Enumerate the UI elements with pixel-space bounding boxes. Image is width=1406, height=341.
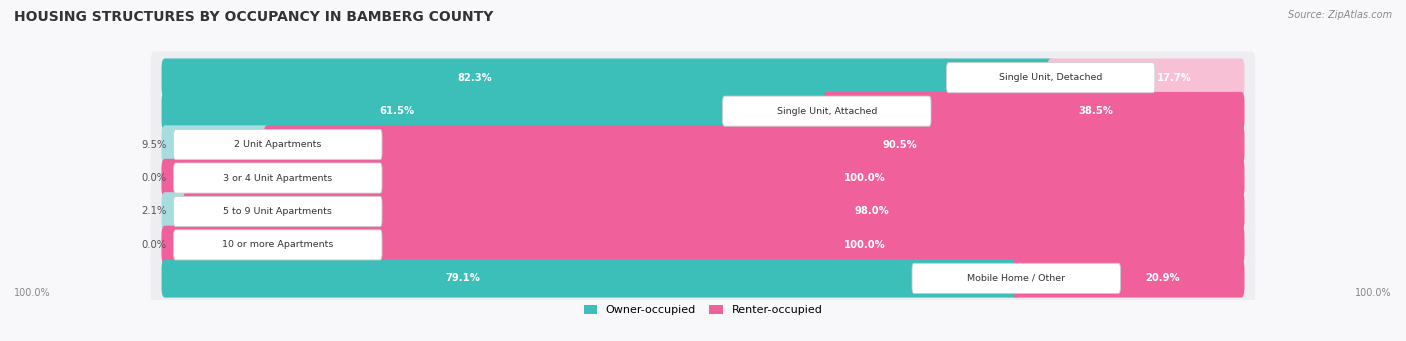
Text: 100.0%: 100.0% bbox=[844, 240, 886, 250]
FancyBboxPatch shape bbox=[150, 252, 1256, 305]
Text: 0.0%: 0.0% bbox=[142, 173, 167, 183]
Text: 100.0%: 100.0% bbox=[1355, 288, 1392, 298]
FancyBboxPatch shape bbox=[150, 51, 1256, 104]
Text: 10 or more Apartments: 10 or more Apartments bbox=[222, 240, 333, 249]
FancyBboxPatch shape bbox=[173, 163, 382, 193]
Text: 3 or 4 Unit Apartments: 3 or 4 Unit Apartments bbox=[224, 174, 332, 182]
FancyBboxPatch shape bbox=[150, 119, 1256, 170]
FancyBboxPatch shape bbox=[162, 192, 191, 231]
FancyBboxPatch shape bbox=[1012, 259, 1244, 298]
FancyBboxPatch shape bbox=[723, 96, 931, 126]
FancyBboxPatch shape bbox=[173, 130, 382, 160]
FancyBboxPatch shape bbox=[150, 152, 1256, 204]
Text: 17.7%: 17.7% bbox=[1157, 73, 1192, 83]
FancyBboxPatch shape bbox=[183, 192, 1244, 231]
Text: 38.5%: 38.5% bbox=[1078, 106, 1114, 116]
FancyBboxPatch shape bbox=[150, 85, 1256, 137]
Text: Single Unit, Detached: Single Unit, Detached bbox=[1000, 73, 1102, 82]
Text: 82.3%: 82.3% bbox=[457, 73, 492, 83]
Text: 9.5%: 9.5% bbox=[142, 139, 167, 150]
Text: 5 to 9 Unit Apartments: 5 to 9 Unit Apartments bbox=[224, 207, 332, 216]
FancyBboxPatch shape bbox=[162, 58, 1054, 97]
FancyBboxPatch shape bbox=[162, 125, 270, 164]
FancyBboxPatch shape bbox=[824, 92, 1244, 130]
Text: 2.1%: 2.1% bbox=[142, 206, 167, 217]
Legend: Owner-occupied, Renter-occupied: Owner-occupied, Renter-occupied bbox=[583, 305, 823, 315]
Text: Source: ZipAtlas.com: Source: ZipAtlas.com bbox=[1288, 10, 1392, 20]
FancyBboxPatch shape bbox=[1047, 58, 1244, 97]
Text: 100.0%: 100.0% bbox=[14, 288, 51, 298]
FancyBboxPatch shape bbox=[162, 92, 830, 130]
FancyBboxPatch shape bbox=[162, 159, 1244, 197]
FancyBboxPatch shape bbox=[162, 159, 187, 197]
FancyBboxPatch shape bbox=[162, 259, 1019, 298]
Text: HOUSING STRUCTURES BY OCCUPANCY IN BAMBERG COUNTY: HOUSING STRUCTURES BY OCCUPANCY IN BAMBE… bbox=[14, 10, 494, 24]
FancyBboxPatch shape bbox=[946, 63, 1154, 93]
Text: 90.5%: 90.5% bbox=[883, 139, 918, 150]
Text: 0.0%: 0.0% bbox=[142, 240, 167, 250]
Text: 100.0%: 100.0% bbox=[844, 173, 886, 183]
FancyBboxPatch shape bbox=[162, 226, 1244, 264]
Text: 98.0%: 98.0% bbox=[855, 206, 890, 217]
Text: 20.9%: 20.9% bbox=[1144, 273, 1180, 283]
FancyBboxPatch shape bbox=[264, 125, 1244, 164]
FancyBboxPatch shape bbox=[173, 196, 382, 226]
Text: 79.1%: 79.1% bbox=[446, 273, 481, 283]
Text: 61.5%: 61.5% bbox=[378, 106, 413, 116]
Text: 2 Unit Apartments: 2 Unit Apartments bbox=[235, 140, 322, 149]
FancyBboxPatch shape bbox=[173, 230, 382, 260]
Text: Single Unit, Attached: Single Unit, Attached bbox=[776, 107, 877, 116]
FancyBboxPatch shape bbox=[162, 226, 187, 264]
FancyBboxPatch shape bbox=[150, 186, 1256, 238]
Text: Mobile Home / Other: Mobile Home / Other bbox=[967, 274, 1066, 283]
FancyBboxPatch shape bbox=[150, 219, 1256, 271]
FancyBboxPatch shape bbox=[912, 263, 1121, 293]
